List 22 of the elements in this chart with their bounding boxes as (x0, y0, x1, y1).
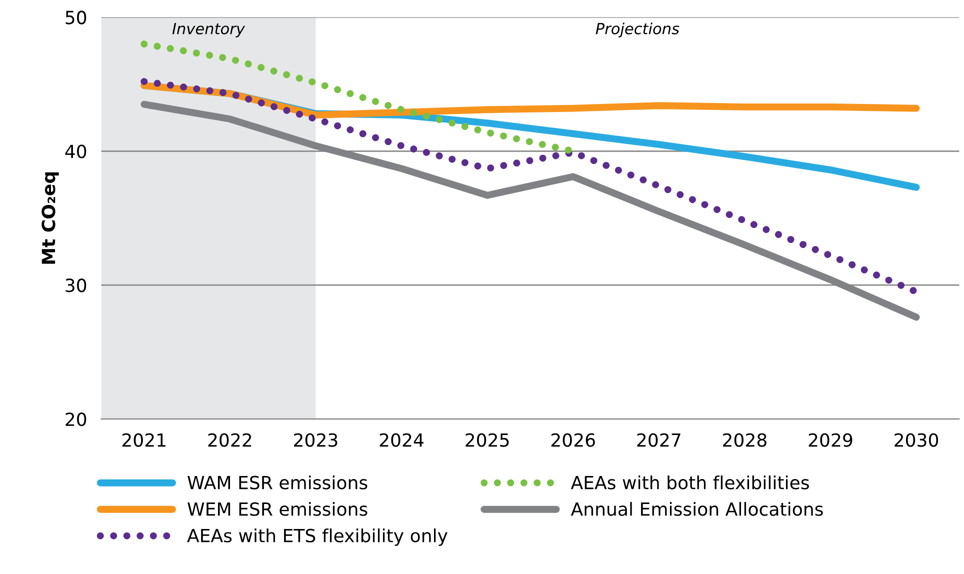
legend-label: AEAs with ETS flexibility only (187, 528, 448, 546)
x-tick-label: 2022 (208, 433, 252, 447)
y-tick-label: 30 (66, 278, 86, 292)
x-tick-label: 2029 (808, 433, 852, 447)
x-tick-label: 2023 (294, 433, 338, 447)
x-tick-label: 2025 (466, 433, 509, 447)
x-tick-label: 2027 (637, 433, 680, 447)
y-tick-label: 50 (66, 10, 86, 24)
x-tick-label: 2030 (894, 433, 938, 447)
y-axis-title: Mt CO₂eq (42, 172, 59, 264)
x-tick-label: 2026 (551, 433, 595, 447)
legend-label: AEAs with both flexibilities (570, 475, 809, 490)
x-tick-label: 2024 (380, 433, 424, 447)
legend-label: Annual Emission Allocations (570, 502, 823, 516)
x-tick-label: 2021 (122, 433, 166, 447)
annotation: Projections (596, 22, 680, 38)
y-tick-label: 20 (66, 412, 86, 426)
x-tick-label: 2028 (723, 433, 766, 447)
legend-label: WEM ESR emissions (188, 502, 368, 516)
legend-label: WAM ESR emissions (188, 475, 368, 490)
y-tick-label: 40 (65, 144, 86, 158)
band-label: Inventory (172, 23, 246, 38)
